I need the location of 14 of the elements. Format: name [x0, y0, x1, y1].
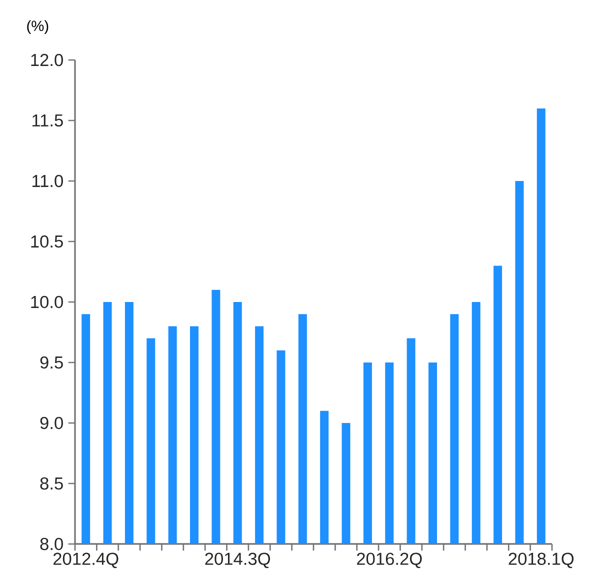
y-axis-title: (%): [27, 20, 48, 34]
y-tick-label: 8.0: [40, 538, 63, 550]
y-tick-label: 10.0: [31, 296, 63, 308]
x-tick-label: 2012.4Q: [53, 552, 118, 568]
y-tick-label: 12.0: [31, 54, 63, 66]
y-tick-label: 10.5: [31, 235, 63, 248]
x-tick-label: 2016.2Q: [357, 552, 422, 568]
y-tick-label: 9.0: [40, 416, 63, 430]
y-tick-label: 11.0: [32, 174, 63, 188]
y-tick-label: 11.5: [32, 114, 63, 127]
y-tick-label: 8.5: [40, 477, 63, 490]
x-tick-label: 2014.3Q: [205, 552, 270, 568]
y-tick-label: 9.5: [40, 356, 63, 369]
x-tick-label: 2018.1Q: [508, 552, 574, 568]
